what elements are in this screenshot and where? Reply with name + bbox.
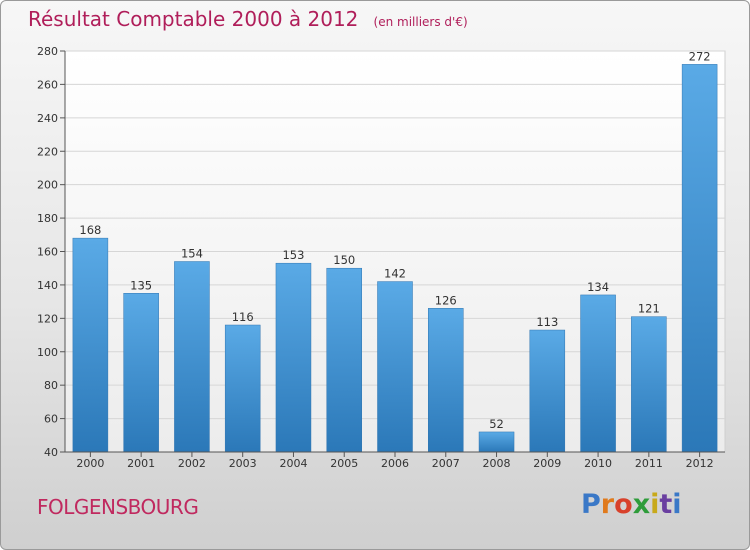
x-tick-label: 2006 [381,457,409,470]
data-label: 142 [384,267,406,281]
chart-header: Résultat Comptable 2000 à 2012 (en milli… [28,7,468,31]
logo-letter: o [614,489,633,520]
data-label: 116 [232,310,254,324]
chart-subtitle: (en milliers d'€) [373,15,468,29]
y-tick-label: 240 [37,112,58,125]
logo-letter: i [672,489,682,520]
data-label: 154 [181,247,203,261]
x-tick-label: 2000 [76,457,104,470]
bar-2000[interactable] [72,237,109,453]
y-tick-label: 140 [37,279,58,292]
bar-2003[interactable] [224,324,261,453]
bar-2009[interactable] [529,329,566,453]
chart-title: Résultat Comptable 2000 à 2012 [28,7,359,31]
bar-2006[interactable] [377,281,413,453]
data-label: 135 [130,278,152,292]
bar-2012[interactable] [681,64,718,453]
bar-2008[interactable] [478,431,515,453]
y-tick-label: 260 [37,78,58,91]
x-tick-label: 2011 [635,457,663,470]
x-axis: 2000 2001 2002 2003 2004 2005 2006 2007 2008 2009… [65,451,725,470]
data-label: 121 [638,302,660,316]
x-tick-label: 2001 [127,457,155,470]
x-tick-label: 2005 [330,457,358,470]
x-tick-label: 2004 [279,457,307,470]
data-label: 168 [79,223,101,237]
logo-letter: i [650,489,660,520]
logo-letter: t [659,489,673,520]
bar-2004[interactable] [275,262,312,453]
x-tick-label: 2008 [483,457,511,470]
y-tick-label: 160 [37,246,58,259]
logo-letter: r [600,489,615,520]
proxiti-logo[interactable]: Proxiti [581,489,682,520]
bars: 168 135 154 116 153 150 142 126 52 113 134 121 272 [72,49,718,453]
bar-2010[interactable] [580,294,616,453]
y-tick-label: 60 [44,413,58,426]
x-tick-label: 2009 [533,457,561,470]
y-tick-label: 120 [37,312,58,325]
y-axis: 40 60 80 100 120 140 160 180 200 220 240 260 280 [37,45,66,459]
x-tick-label: 2002 [178,457,206,470]
y-tick-label: 280 [37,45,58,58]
bar-2002[interactable] [174,261,210,453]
y-tick-label: 200 [37,179,58,192]
bar-2001[interactable] [123,293,159,453]
y-tick-label: 40 [44,446,58,459]
x-tick-label: 2003 [229,457,257,470]
data-label: 272 [689,49,711,63]
x-tick-label: 2010 [584,457,612,470]
commune-name: FOLGENSBOURG [37,495,199,519]
bar-2005[interactable] [326,267,362,453]
bar-2011[interactable] [631,316,667,453]
data-label: 113 [536,315,558,329]
x-tick-label: 2012 [686,457,714,470]
y-tick-label: 180 [37,212,58,225]
y-tick-label: 80 [44,379,58,392]
x-tick-label: 2007 [432,457,460,470]
logo-letter: P [581,489,601,520]
bar-2007[interactable] [428,308,464,453]
y-tick-label: 100 [37,346,58,359]
data-label: 126 [435,293,457,307]
y-tick-label: 220 [37,145,58,158]
logo-letter: x [632,489,651,520]
data-label: 150 [333,253,355,267]
data-label: 153 [282,248,304,262]
data-label: 134 [587,280,609,294]
data-label: 52 [489,417,504,431]
